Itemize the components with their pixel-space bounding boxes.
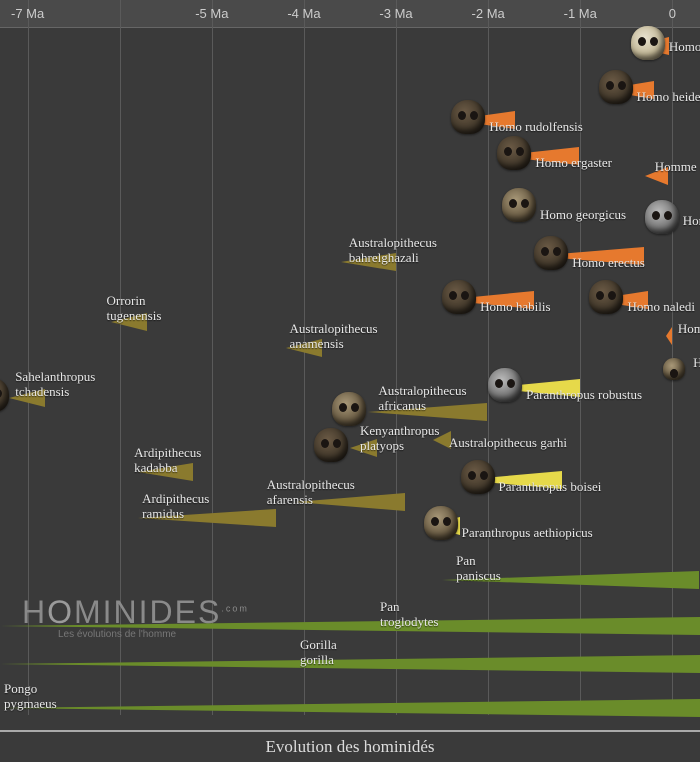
species-label: Australopithecusafricanus [378,384,466,414]
skull-icon [461,460,495,494]
species-label: Sahelanthropustchadensis [15,370,95,400]
skull-icon [534,236,568,270]
skull-icon [631,26,665,60]
skull-icon [314,428,348,462]
species-label: Paranthropus boisei [499,480,602,495]
species-label: Homo rudolfensis [489,120,583,135]
range-wedge [0,699,700,717]
footer-title: Evolution des hominidés [0,730,700,760]
skull-icon [502,188,536,222]
tick-label: -7 Ma [11,6,44,21]
species-label: Ardipithecusramidus [142,492,209,522]
species-label: Homo floresiensis [693,356,700,371]
skull-icon [589,280,623,314]
tick-label: -1 Ma [564,6,597,21]
brand-logo: HOMINIDES.com [22,594,249,631]
species-label: Kenyanthropusplatyops [360,424,439,454]
brand-o: O [47,594,74,630]
species-label: Homo sapiens [683,214,700,229]
brand-rest: MINIDES [74,594,221,630]
species-label: Australopithecusanamensis [290,322,378,352]
skull-icon [497,136,531,170]
species-label: Gorillagorilla [300,638,337,668]
watermark: HOMINIDES.com Les évolutions de l'homme [22,594,249,640]
range-wedge [666,327,672,345]
species-label: Australopithecusbahrelghazali [349,236,437,266]
species-label: Panpaniscus [456,554,501,584]
range-wedge [0,655,700,673]
brand-h: H [22,594,47,630]
tick-label: -2 Ma [472,6,505,21]
timeline-chart: -7 Ma -5 Ma -4 Ma -3 Ma -2 Ma -1 Ma 0 Homo nea… [0,0,700,760]
species-label: Homo heidelbergensis [637,90,700,105]
tick-label: -4 Ma [287,6,320,21]
species-label: Ardipithecuskadabba [134,446,201,476]
skull-icon [663,358,685,380]
tick-label: 0 [669,6,676,21]
species-label: Australopithecus garhi [449,436,567,451]
species-label: Orrorintugenensis [107,294,162,324]
species-label: Pantroglodytes [380,600,439,630]
species-label: Australopithecusafarensis [267,478,355,508]
skull-icon [424,506,458,540]
species-label: Homo habilis [480,300,550,315]
tick-label: -3 Ma [379,6,412,21]
species-label: Pongopygmaeus [4,682,57,712]
skull-icon [332,392,366,426]
skull-icon [488,368,522,402]
skull-icon [645,200,679,234]
skull-icon [442,280,476,314]
species-label: Homo erectus [572,256,645,271]
species-label: Homo georgicus [540,208,626,223]
tick-label: -5 Ma [195,6,228,21]
species-label: Paranthropus robustus [526,388,642,403]
species-label: Homo neanderthalensis [669,40,700,55]
skull-icon [599,70,633,104]
species-label: Homo ergaster [535,156,612,171]
species-label: Homme de Denisova [655,160,700,175]
species-label: Homo luzonensis [678,322,700,337]
skull-icon [0,378,9,412]
species-label: Paranthropus aethiopicus [462,526,593,541]
species-label: Homo naledi [627,300,695,315]
skull-icon [451,100,485,134]
